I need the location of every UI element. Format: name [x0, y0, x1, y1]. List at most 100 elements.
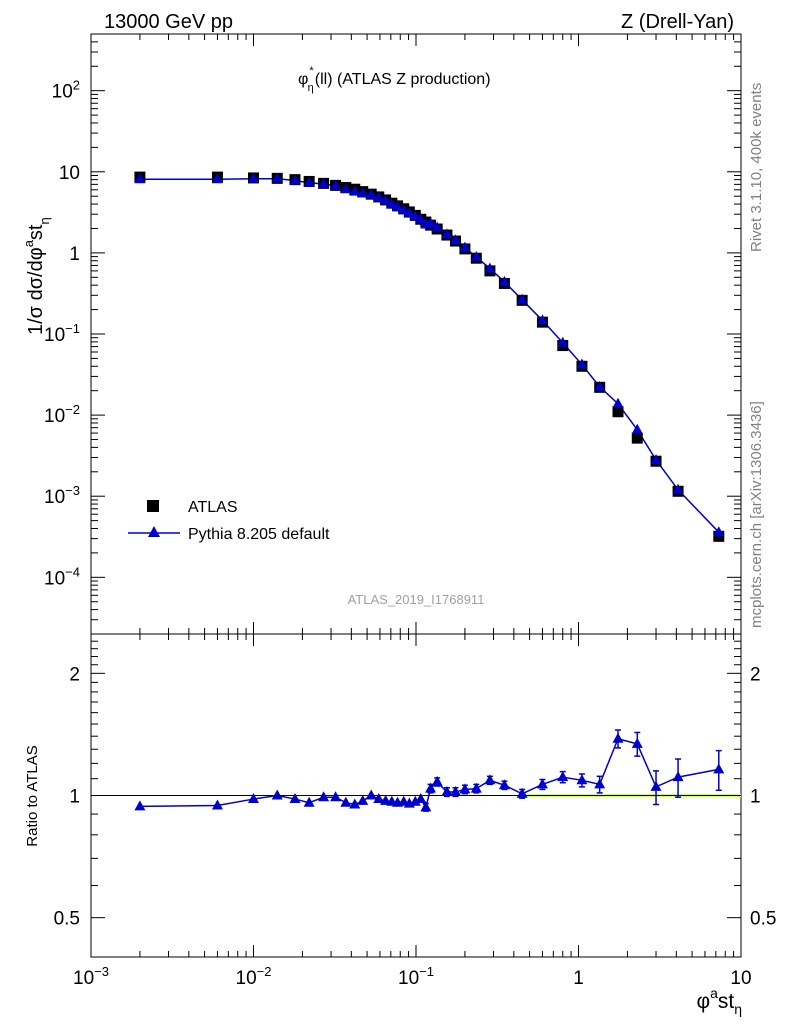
pythia-data-point [631, 423, 643, 434]
ratio-data-point [594, 778, 606, 789]
ratio-data-point [498, 779, 510, 790]
ratio-y-tick-label: 0.5 [54, 909, 80, 930]
ratio-data-point [431, 775, 443, 786]
ratio-data-point [672, 771, 684, 782]
ratio-data-point [536, 778, 548, 789]
x-tick-label: 10−1 [398, 964, 434, 989]
pythia-data-point [357, 187, 369, 198]
ratio-data-point [650, 780, 662, 791]
y-tick-label: 102 [52, 78, 80, 103]
y-tick-label: 10−2 [44, 402, 80, 427]
ratio-data-point [349, 798, 361, 809]
pythia-data-point [498, 275, 510, 286]
ratio-data-point [516, 787, 528, 798]
pythia-data-point [431, 221, 443, 232]
pythia-data-point [392, 201, 404, 212]
pythia-data-point [365, 188, 377, 199]
pythia-data-point [484, 262, 496, 273]
ratio-data-point [713, 763, 725, 774]
pythia-data-point [303, 176, 315, 187]
ratio-data-point [470, 782, 482, 793]
ratio-data-point [484, 774, 496, 785]
ratio-data-point [357, 794, 369, 805]
legend-pythia-marker [148, 526, 160, 537]
pythia-data-point [672, 483, 684, 494]
pythia-data-point [459, 241, 471, 252]
ratio-y-tick-label-right: 0.5 [750, 909, 776, 930]
pythia-data-point [470, 251, 482, 262]
ratio-data-point [420, 801, 432, 812]
pythia-data-point [713, 526, 725, 537]
ratio-y-tick-label-right: 2 [750, 664, 761, 685]
y-tick-label: 10−1 [44, 321, 80, 346]
pythia-data-point [449, 234, 461, 245]
y-tick-label: 1 [69, 244, 80, 265]
atlas-data-point [713, 530, 725, 542]
axis-ticks [90, 33, 742, 958]
ratio-data-point [612, 732, 624, 743]
tick-labels: 10−3 10−2 10−1 1 10 10−4 10−3 10−2 10−1 1 10 102 0.5… [44, 78, 776, 989]
pythia-data-point [340, 183, 352, 194]
ratio-data-point [409, 795, 421, 806]
ratio-data-point [134, 800, 146, 811]
ratio-data-point [557, 771, 569, 782]
ratio-data-point [330, 791, 342, 802]
pythia-data-point [415, 213, 427, 224]
ratio-y-tick-label: 1 [69, 787, 80, 808]
ratio-y-axis-label: Ratio to ATLAS [24, 745, 41, 846]
atlas-data-point [612, 406, 624, 418]
pythia-data-point [330, 179, 342, 190]
main-panel [134, 171, 725, 542]
ratio-data-point [576, 774, 588, 785]
ratio-data-point [373, 793, 385, 804]
y-tick-label: 10 [59, 163, 80, 184]
y-tick-label: 10−4 [44, 564, 80, 589]
ratio-data-point [303, 796, 315, 807]
ratio-y-tick-label: 2 [69, 664, 80, 685]
y-tick-label: 10−3 [44, 483, 80, 508]
pythia-data-point [373, 191, 385, 202]
legend-pythia-label: Pythia 8.205 default [188, 526, 330, 543]
pythia-data-point [557, 336, 569, 347]
mcplots-label: mcplots.cern.ch [arXiv:1306.3436] [748, 401, 765, 628]
x-tick-label: 1 [573, 968, 584, 989]
plot-title: φ* η(ll) (ATLAS Z production) [298, 65, 491, 94]
ratio-data-point [211, 799, 223, 810]
rivet-label: Rivet 3.1.10, 400k events [748, 83, 765, 252]
ratio-data-point [289, 793, 301, 804]
pythia-data-point [650, 453, 662, 464]
header-left: 13000 GeV pp [104, 11, 233, 33]
ratio-y-tick-label-right: 1 [750, 787, 761, 808]
pythia-data-point [248, 172, 259, 183]
legend-atlas-label: ATLAS [188, 499, 238, 516]
pythia-data-point [398, 204, 410, 215]
ratio-data-point [318, 791, 330, 802]
pythia-data-point [271, 172, 283, 183]
pythia-data-point [576, 358, 588, 369]
ratio-data-point [459, 783, 471, 794]
ratio-panel [91, 729, 741, 812]
pythia-data-point [594, 380, 606, 391]
pythia-data-point [409, 210, 421, 221]
ratio-data-point [340, 796, 352, 807]
pythia-data-point [211, 173, 223, 184]
header-right: Z (Drell-Yan) [621, 11, 734, 33]
pythia-data-point [612, 397, 624, 408]
pythia-data-point [318, 177, 330, 188]
ratio-data-point [248, 793, 259, 804]
axes-frames [90, 33, 742, 958]
ratio-data-point [425, 782, 437, 793]
x-tick-label: 10−2 [236, 964, 272, 989]
pythia-data-point [516, 293, 528, 304]
pythia-data-point [134, 173, 146, 184]
ratio-data-point [271, 789, 283, 800]
pythia-data-point [380, 194, 392, 205]
ratio-data-point [449, 786, 461, 797]
ratio-data-point [415, 793, 427, 804]
ratio-data-point [365, 789, 377, 800]
pythia-data-point [425, 217, 437, 228]
legend-atlas-marker [147, 500, 159, 512]
pythia-data-point [536, 314, 548, 325]
